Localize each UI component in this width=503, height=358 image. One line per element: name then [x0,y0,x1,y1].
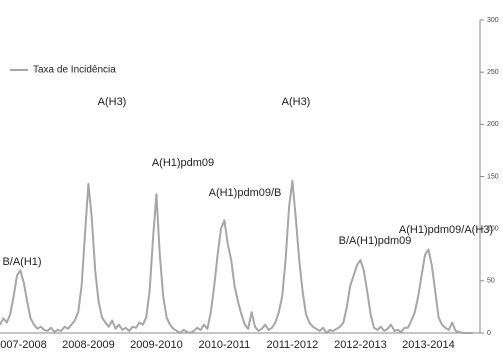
x-tick-label: 2009-2010 [130,339,183,351]
y-tick-label: 0 [487,330,491,337]
x-tick-label: 2013-2014 [402,339,455,351]
y-tick-label: 300 [487,17,499,24]
annotation: B/A(H1)pdm09 [339,235,412,247]
x-tick-label: 2008-2009 [62,339,115,351]
annotation: A(H1)pdm09/A(H3) [399,224,493,236]
x-tick-label: 2012-2013 [334,339,387,351]
annotation: A(H3) [282,96,311,108]
y-tick-label: 100 [487,226,499,233]
x-tick-label: 2007-2008 [0,339,47,351]
y-tick-label: 250 [487,69,499,76]
y-tick-label: 150 [487,173,499,180]
annotation: A(H1)pdm09/B [209,187,282,199]
annotation: B/A(H1) [2,256,41,268]
y-tick-label: 200 [487,121,499,128]
annotation: A(H1)pdm09 [152,157,214,169]
annotation: A(H3) [98,96,127,108]
legend-label: Taxa de Incidência [33,65,116,76]
series-line [0,179,473,334]
y-tick-label: 50 [487,278,495,285]
x-tick-label: 2011-2012 [267,339,319,351]
x-tick-label: 2010-2011 [199,339,251,351]
